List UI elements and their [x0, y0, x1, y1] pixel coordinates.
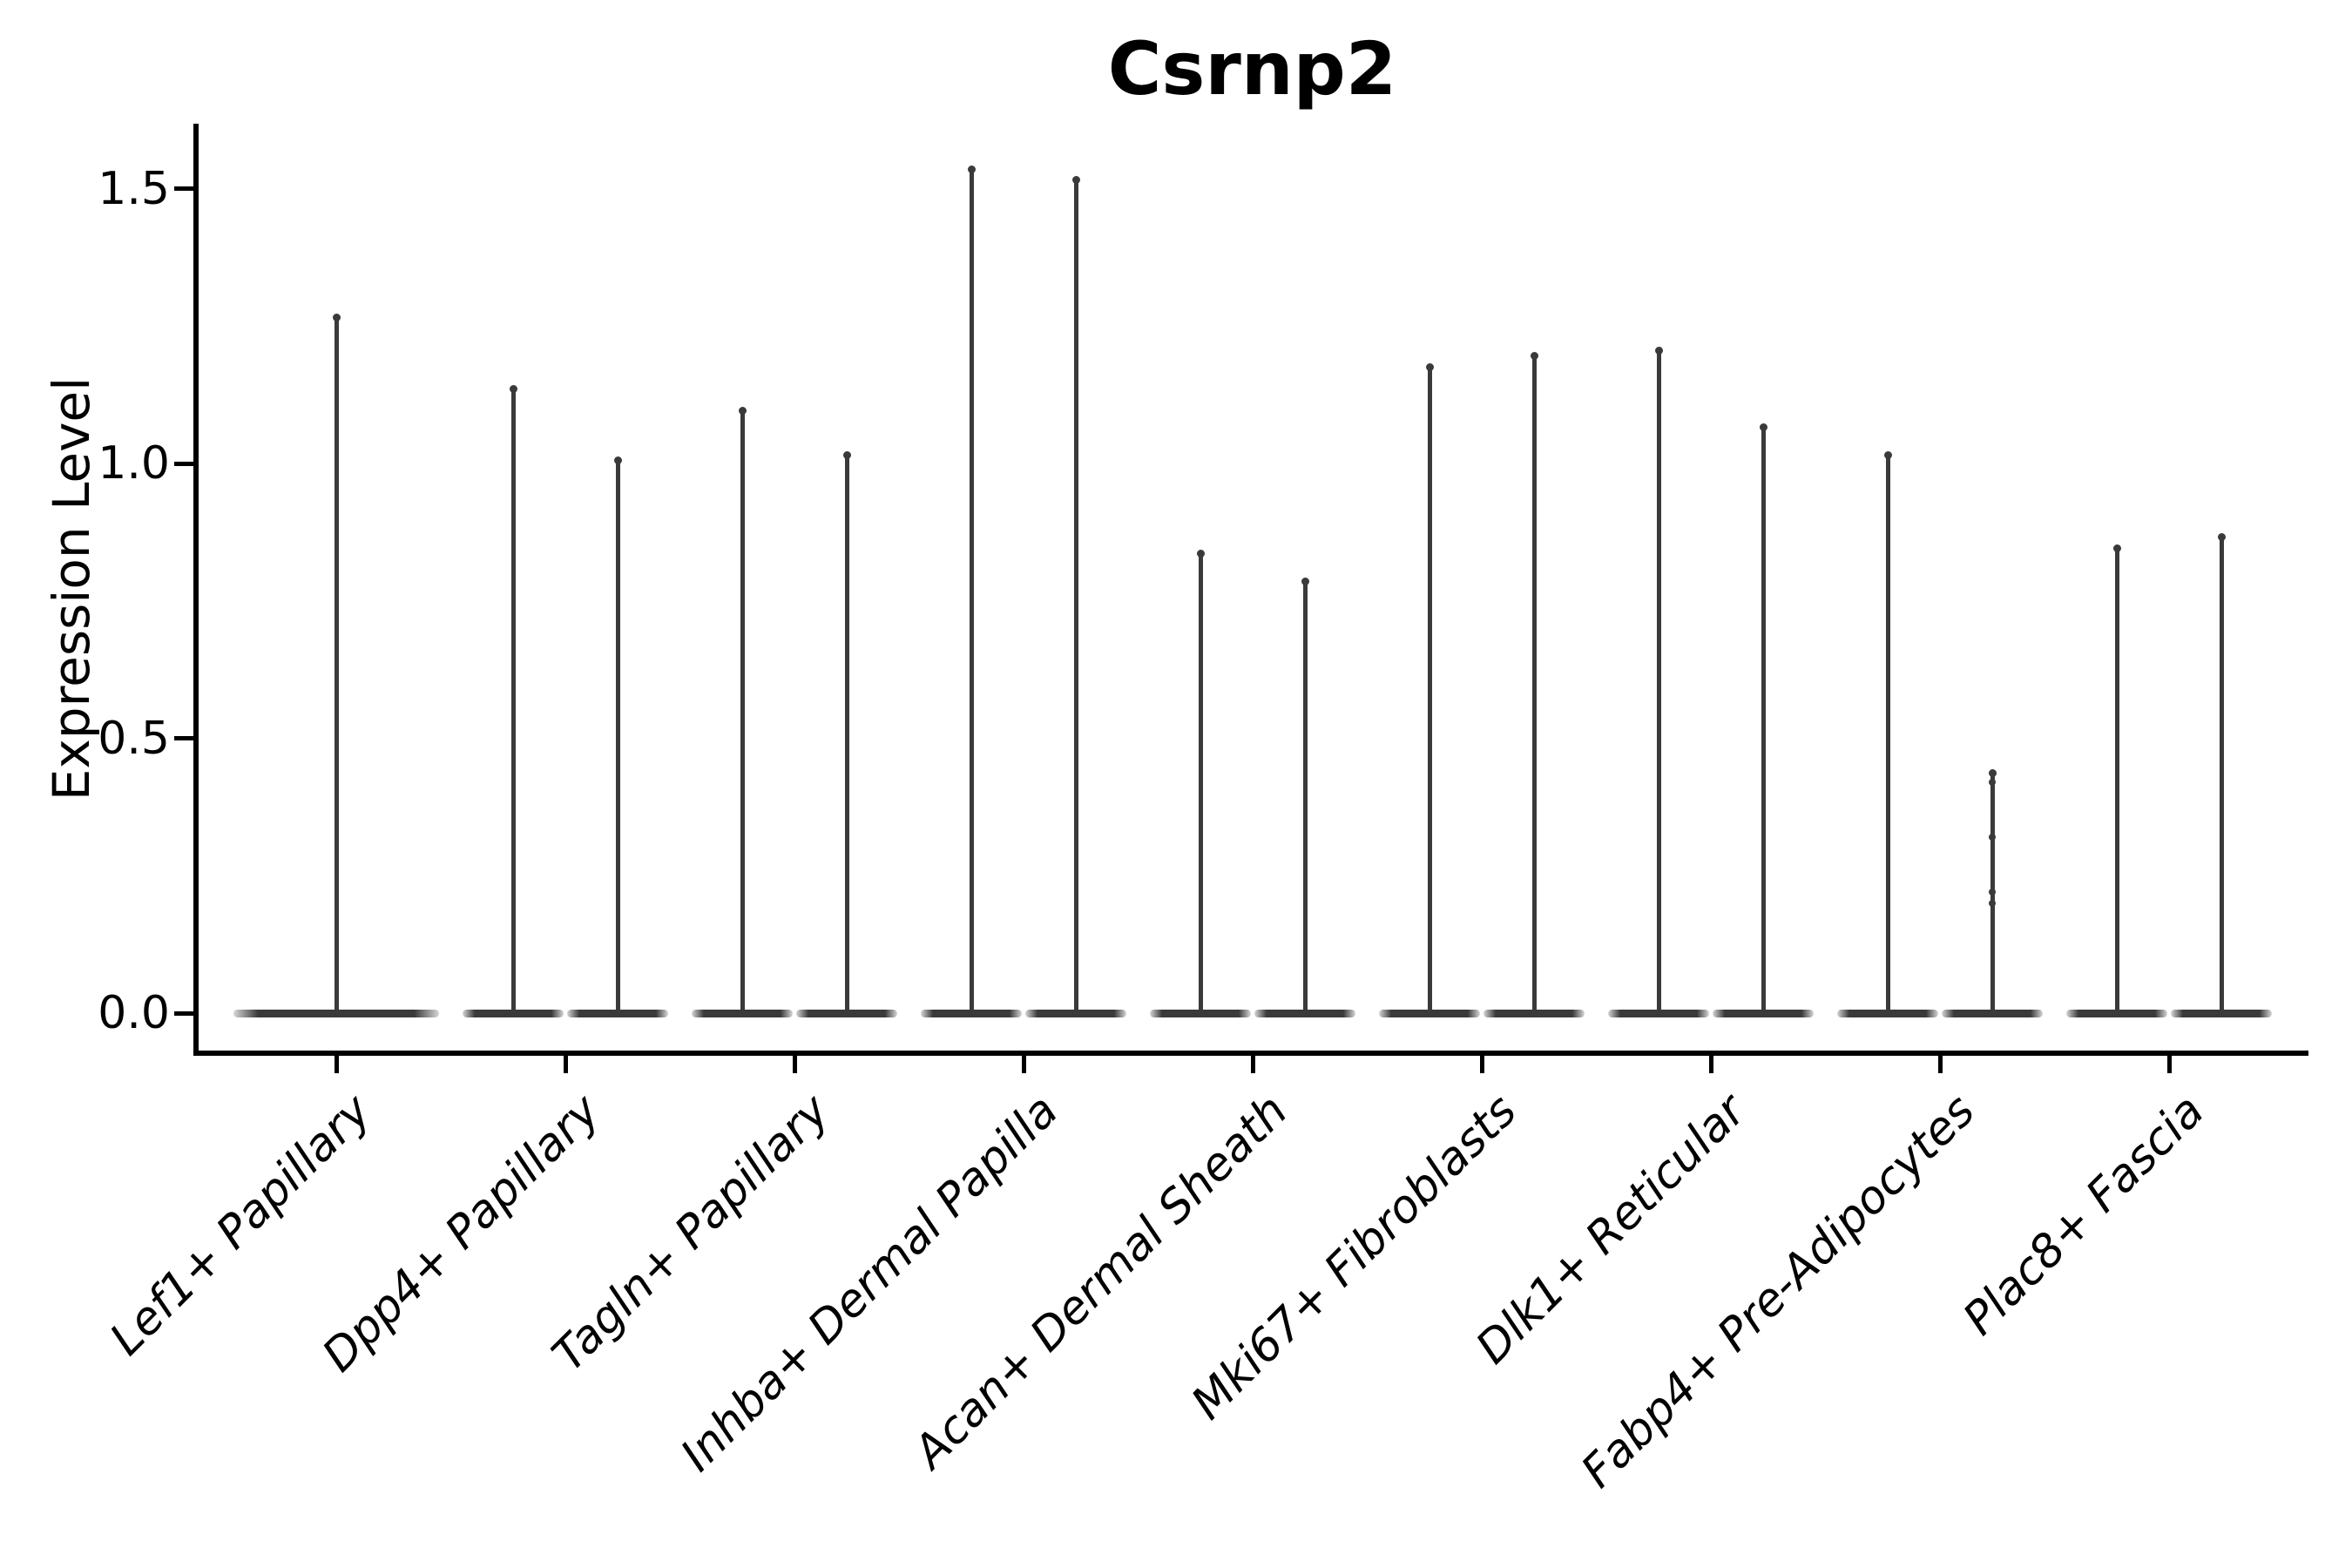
expression-point — [1989, 899, 1996, 907]
violin-max-spike — [1656, 348, 1661, 1017]
y-axis-spine — [193, 124, 199, 1056]
violin-max-spike — [1761, 425, 1766, 1017]
violin-spike-tip — [613, 456, 622, 464]
x-tick-label: Acan+ Dermal Sheath — [903, 1085, 1298, 1479]
y-tick — [174, 736, 193, 741]
violin-max-spike — [969, 166, 974, 1017]
y-tick — [174, 461, 193, 466]
violin-spike-tip — [332, 314, 341, 321]
x-tick — [2166, 1056, 2172, 1073]
violin-spike-tip — [1883, 450, 1892, 459]
y-tick-label: 1.0 — [98, 437, 170, 490]
y-tick — [174, 1010, 193, 1016]
x-tick — [1708, 1056, 1713, 1073]
violin-max-spike — [1885, 452, 1890, 1017]
violin-max-spike — [844, 452, 849, 1017]
x-tick — [334, 1056, 339, 1073]
violin-spike-tip — [1425, 362, 1434, 371]
expression-point — [1989, 834, 1996, 841]
violin-max-spike — [740, 409, 745, 1017]
violin-max-spike — [2219, 535, 2224, 1017]
violin-spike-tip — [1301, 577, 1309, 585]
x-axis-spine — [193, 1051, 2308, 1056]
x-tick — [1021, 1056, 1026, 1073]
y-tick-label: 1.5 — [98, 162, 170, 215]
violin-max-spike — [2114, 545, 2119, 1017]
violin-max-spike — [1427, 364, 1432, 1017]
violin-max-spike — [334, 315, 339, 1017]
violin-spike-tip — [842, 450, 851, 459]
violin-spike-tip — [1988, 769, 1997, 778]
violin-spike-tip — [1071, 176, 1080, 185]
violin-max-spike — [615, 457, 620, 1017]
expression-point — [1989, 779, 1996, 787]
violin-max-spike — [1073, 178, 1078, 1017]
x-tick-label: Inhba+ Dermal Papilla — [671, 1085, 1069, 1482]
violin-max-spike — [1198, 551, 1203, 1017]
chart-title: Csrnp2 — [1107, 26, 1397, 112]
y-tick-label: 0.5 — [98, 712, 170, 765]
violin-max-spike — [1302, 578, 1308, 1017]
expression-point — [1989, 889, 1996, 896]
violin-spike-tip — [967, 165, 976, 173]
violin-spike-tip — [2217, 533, 2226, 542]
violin-spike-tip — [1759, 423, 1767, 432]
x-tick-label: Fabp4+ Pre-Adipocytes — [1571, 1085, 1985, 1498]
y-tick-label: 0.0 — [98, 987, 170, 1039]
violin-max-spike — [1531, 354, 1537, 1017]
x-tick — [563, 1056, 568, 1073]
violin-spike-tip — [1654, 346, 1663, 355]
violin-spike-tip — [509, 385, 517, 393]
violin-max-spike — [510, 387, 516, 1017]
violin-spike-tip — [1196, 550, 1205, 558]
x-tick — [1250, 1056, 1255, 1073]
violin-spike-tip — [738, 407, 747, 416]
x-tick — [792, 1056, 797, 1073]
x-tick — [1937, 1056, 1943, 1073]
violin-spike-tip — [2112, 544, 2121, 552]
x-tick — [1479, 1056, 1484, 1073]
y-tick — [174, 186, 193, 192]
violin-spike-tip — [1530, 352, 1538, 361]
x-tick-label: Plac8+ Fascia — [1953, 1085, 2214, 1346]
